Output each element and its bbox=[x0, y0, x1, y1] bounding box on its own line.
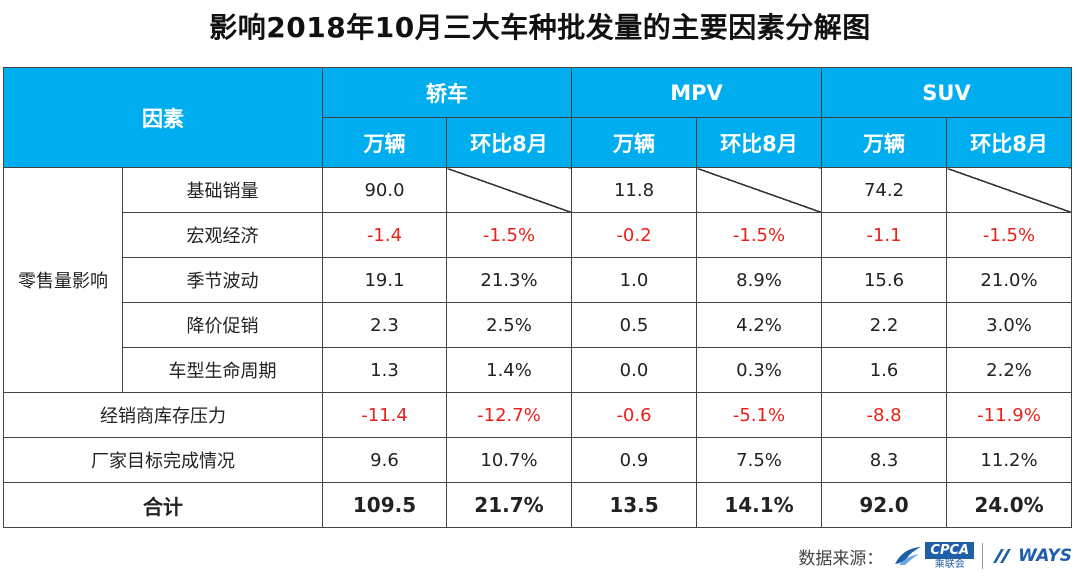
cell: 90.0 bbox=[322, 167, 447, 213]
cell: 2.3 bbox=[322, 302, 447, 348]
row-label: 车型生命周期 bbox=[122, 347, 323, 393]
header-factor: 因素 bbox=[3, 67, 323, 168]
source-footer: 数据来源： CPCA 乘联会 WAYS bbox=[798, 538, 1072, 574]
header-mpv: MPV bbox=[570, 67, 823, 118]
table-row: 经销商库存压力 -11.4 -12.7% -0.6 -5.1% -8.8 -11… bbox=[3, 392, 1073, 438]
cell: -11.9% bbox=[946, 392, 1073, 438]
cell: 8.9% bbox=[695, 257, 823, 303]
header-units: 万辆 bbox=[821, 117, 948, 168]
ways-logo: WAYS bbox=[991, 546, 1072, 566]
total-cell: 21.7% bbox=[446, 482, 572, 528]
cell: -1.5% bbox=[446, 212, 572, 258]
cell: 2.2% bbox=[946, 347, 1073, 393]
cell: -8.8 bbox=[821, 392, 948, 438]
cpca-text: CPCA bbox=[925, 541, 975, 559]
total-label: 合计 bbox=[3, 482, 323, 528]
cell: 8.3 bbox=[821, 437, 948, 483]
row-label: 季节波动 bbox=[122, 257, 323, 303]
ways-mark-icon bbox=[993, 549, 1012, 563]
cell: -1.1 bbox=[821, 212, 948, 258]
table-row: 车型生命周期 1.3 1.4% 0.0 0.3% 1.6 2.2% bbox=[4, 347, 1073, 393]
wing-icon bbox=[895, 547, 922, 565]
cell: 1.6 bbox=[821, 347, 948, 393]
cell: -1.5% bbox=[946, 212, 1073, 258]
cell: 1.4% bbox=[446, 347, 572, 393]
factor-table: 因素 轿车 MPV SUV 万辆 环比8月 万辆 环比8月 万辆 环比8月 零售… bbox=[3, 67, 1073, 528]
empty-cell bbox=[446, 167, 572, 213]
cell: 4.2% bbox=[695, 302, 823, 348]
cpca-logo: CPCA 乘联会 bbox=[893, 541, 975, 571]
row-label: 宏观经济 bbox=[122, 212, 323, 258]
cell: 2.2 bbox=[821, 302, 948, 348]
cell: -11.4 bbox=[322, 392, 447, 438]
table-row: 宏观经济 -1.4 -1.5% -0.2 -1.5% -1.1 -1.5% bbox=[4, 212, 1073, 258]
empty-cell bbox=[695, 167, 823, 213]
ways-text: WAYS bbox=[1018, 546, 1072, 566]
header-suv: SUV bbox=[821, 67, 1073, 118]
cpca-cn-text: 乘联会 bbox=[934, 558, 965, 570]
total-cell: 24.0% bbox=[946, 482, 1073, 528]
cell: -0.6 bbox=[571, 392, 697, 438]
cell: 19.1 bbox=[322, 257, 447, 303]
header-units: 万辆 bbox=[571, 117, 697, 168]
row-label: 经销商库存压力 bbox=[3, 392, 323, 438]
total-row: 合计 109.5 21.7% 13.5 14.1% 92.0 24.0% bbox=[3, 482, 1073, 528]
total-cell: 13.5 bbox=[571, 482, 697, 528]
empty-cell bbox=[946, 167, 1073, 213]
cell: 1.0 bbox=[571, 257, 697, 303]
cell: -12.7% bbox=[446, 392, 572, 438]
header-mom: 环比8月 bbox=[695, 117, 823, 168]
cell: 21.3% bbox=[446, 257, 572, 303]
source-label: 数据来源： bbox=[798, 548, 884, 569]
header-mom: 环比8月 bbox=[946, 117, 1073, 168]
cell: 15.6 bbox=[821, 257, 948, 303]
cell: 0.3% bbox=[695, 347, 823, 393]
cell: 0.9 bbox=[571, 437, 697, 483]
table-row: 零售量影响 基础销量 90.0 11.8 74.2 bbox=[3, 167, 1073, 393]
retail-group-label: 零售量影响 bbox=[3, 167, 123, 393]
header-sedan: 轿车 bbox=[322, 67, 572, 118]
table-row: 降价促销 2.3 2.5% 0.5 4.2% 2.2 3.0% bbox=[4, 302, 1073, 348]
cell: -1.5% bbox=[695, 212, 823, 258]
total-cell: 109.5 bbox=[322, 482, 447, 528]
cell: 11.8 bbox=[571, 167, 697, 213]
cell: 9.6 bbox=[322, 437, 447, 483]
table-row: 季节波动 19.1 21.3% 1.0 8.9% 15.6 21.0% bbox=[4, 257, 1073, 303]
table-row: 厂家目标完成情况 9.6 10.7% 0.9 7.5% 8.3 11.2% bbox=[3, 437, 1073, 483]
divider bbox=[982, 543, 984, 569]
page-title: 影响2018年10月三大车种批发量的主要因素分解图 bbox=[209, 11, 871, 44]
cell: 2.5% bbox=[446, 302, 572, 348]
cell: 0.0 bbox=[571, 347, 697, 393]
cell: 21.0% bbox=[946, 257, 1073, 303]
cell: 1.3 bbox=[322, 347, 447, 393]
cell: 10.7% bbox=[446, 437, 572, 483]
cell: 0.5 bbox=[571, 302, 697, 348]
cell: 74.2 bbox=[821, 167, 948, 213]
total-cell: 14.1% bbox=[695, 482, 823, 528]
cell: 7.5% bbox=[695, 437, 823, 483]
cell: -1.4 bbox=[322, 212, 447, 258]
total-cell: 92.0 bbox=[821, 482, 948, 528]
header-units: 万辆 bbox=[322, 117, 447, 168]
row-label: 降价促销 bbox=[122, 302, 323, 348]
cell: 11.2% bbox=[946, 437, 1073, 483]
cell: -5.1% bbox=[695, 392, 823, 438]
cell: -0.2 bbox=[571, 212, 697, 258]
row-label: 基础销量 bbox=[122, 167, 323, 213]
row-label: 厂家目标完成情况 bbox=[3, 437, 323, 483]
cell: 3.0% bbox=[946, 302, 1073, 348]
header-mom: 环比8月 bbox=[446, 117, 572, 168]
